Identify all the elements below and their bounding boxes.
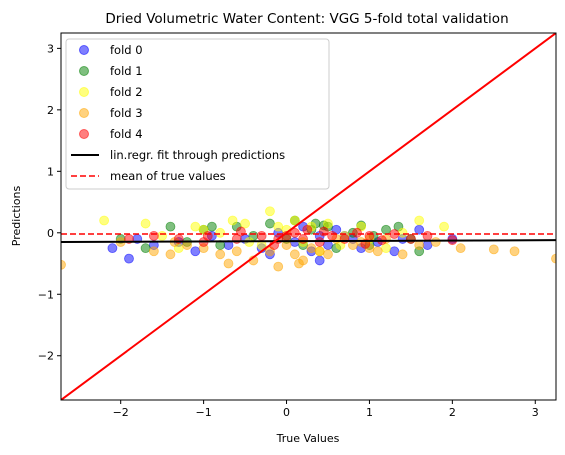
point-fold-1 (207, 221, 217, 232)
point-fold-3 (306, 243, 317, 254)
point-fold-3 (223, 258, 234, 269)
point-fold-2 (397, 227, 408, 238)
point-fold-4 (289, 227, 300, 238)
x-tick-label: −1 (196, 406, 212, 419)
legend-label-fold-3: fold 3 (110, 106, 143, 120)
x-tick-label: −2 (113, 406, 129, 419)
point-fold-4 (202, 230, 213, 241)
point-fold-3 (509, 246, 520, 257)
point-fold-2 (414, 215, 425, 226)
point-fold-2 (140, 218, 151, 229)
y-tick-label: −1 (38, 288, 54, 301)
point-fold-3 (488, 244, 499, 255)
legend-label-fold-0: fold 0 (110, 43, 143, 57)
point-fold-1 (165, 221, 176, 232)
point-fold-0 (389, 246, 400, 257)
y-tick-label: 0 (47, 227, 54, 240)
point-fold-3 (314, 246, 325, 257)
legend-label-mean-of-true-values: mean of true values (110, 169, 226, 183)
identity-line (61, 33, 556, 400)
point-fold-4 (405, 234, 416, 244)
point-fold-3 (294, 258, 304, 269)
point-fold-3 (551, 253, 556, 264)
point-fold-2 (439, 221, 449, 232)
legend-marker-fold-1 (79, 66, 89, 76)
point-fold-3 (289, 249, 300, 260)
point-fold-2 (227, 215, 238, 226)
y-tick-label: −2 (38, 350, 54, 363)
point-fold-3 (215, 249, 226, 260)
point-fold-3 (430, 237, 441, 247)
point-fold-3 (397, 249, 408, 260)
point-fold-1 (140, 243, 151, 254)
point-fold-3 (148, 246, 159, 257)
point-fold-2 (273, 221, 284, 232)
point-fold-2 (381, 243, 391, 254)
legend-marker-fold-2 (79, 87, 89, 97)
point-fold-2 (289, 215, 300, 226)
y-axis-label: Predictions (10, 186, 23, 247)
line-lin-regr-fit-through-predictions (61, 239, 556, 244)
point-fold-4 (256, 230, 267, 241)
legend-box (65, 38, 330, 190)
point-fold-3 (414, 240, 425, 250)
x-tick-label: 3 (532, 406, 539, 419)
point-fold-0 (107, 243, 118, 254)
axis-ticks: −2 −1 0 1 2 3 −2 −1 0 1 2 3 (38, 42, 539, 419)
point-fold-3 (231, 246, 242, 257)
point-fold-3 (61, 259, 66, 270)
x-tick-label: 1 (366, 406, 373, 419)
point-fold-2 (240, 218, 250, 229)
legend-marker-fold-3 (79, 108, 89, 118)
plot-area (61, 33, 556, 400)
point-fold-2 (265, 206, 275, 217)
point-fold-2 (99, 215, 110, 226)
x-tick-label: 0 (283, 406, 290, 419)
point-fold-4 (327, 230, 338, 241)
point-fold-4 (422, 230, 433, 241)
point-fold-4 (352, 227, 362, 238)
legend-label-fold-4: fold 4 (110, 127, 143, 141)
legend-label-fold-2: fold 2 (110, 85, 143, 99)
legend: fold 0 fold 1 fold 2 fold 3 fold 4 lin.regr. … (65, 38, 330, 190)
legend-label-fold-1: fold 1 (110, 64, 143, 78)
y-tick-label: 3 (47, 42, 54, 55)
point-fold-4 (339, 234, 350, 244)
point-fold-4 (302, 224, 313, 235)
x-axis-label: True Values (276, 432, 340, 445)
point-fold-2 (190, 221, 201, 232)
point-fold-3 (273, 261, 284, 272)
point-fold-1 (381, 224, 391, 235)
point-fold-0 (414, 224, 425, 235)
point-fold-2 (323, 218, 333, 229)
legend-marker-fold-4 (79, 129, 89, 139)
point-fold-4 (364, 230, 375, 241)
point-fold-2 (215, 227, 226, 238)
legend-label-lin-regr-fit-through-predictions: lin.regr. fit through predictions (110, 148, 285, 162)
point-fold-0 (314, 255, 325, 266)
chart-title: Dried Volumetric Water Content: VGG 5-fo… (105, 11, 508, 27)
y-tick-label: 1 (47, 165, 54, 178)
point-fold-4 (148, 230, 159, 241)
point-fold-0 (422, 240, 433, 250)
point-fold-3 (372, 246, 383, 257)
point-fold-3 (323, 249, 333, 260)
point-fold-3 (165, 249, 176, 260)
point-fold-1 (265, 218, 275, 229)
legend-marker-fold-0 (79, 45, 89, 55)
point-fold-3 (455, 243, 466, 254)
x-tick-label: 2 (449, 406, 456, 419)
plot-frame (60, 32, 557, 401)
plot-content (61, 33, 556, 400)
y-tick-label: 2 (47, 104, 54, 117)
point-fold-0 (124, 253, 134, 264)
point-fold-0 (190, 246, 201, 257)
point-fold-2 (157, 230, 168, 241)
